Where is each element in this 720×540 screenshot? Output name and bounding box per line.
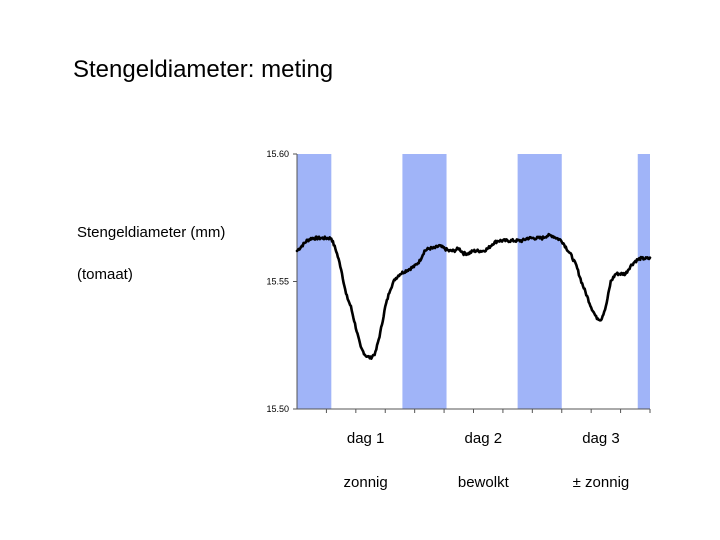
y-tick-label: 15.60 (266, 149, 289, 159)
day-label-2: dag 2 (465, 430, 503, 447)
day-label-1: dag 1 (347, 430, 385, 447)
y-axis-sublabel: (tomaat) (77, 266, 133, 283)
day-label-3: dag 3 (582, 430, 620, 447)
y-axis-label: Stengeldiameter (mm) (77, 224, 226, 241)
day-band-2 (402, 154, 447, 409)
weather-label-3: ± zonnig (573, 474, 630, 491)
day-labels: dag 1 zonnig dag 2 bewolkt dag 3 ± zonnig (344, 430, 630, 491)
y-ticks: 15.60 15.55 15.50 (266, 149, 297, 414)
series-line-1 (295, 232, 652, 360)
day-band-4 (637, 154, 650, 409)
day-band-1 (297, 154, 332, 409)
axes (296, 154, 651, 413)
y-tick-label: 15.50 (266, 404, 289, 414)
weather-label-2: bewolkt (458, 474, 510, 491)
day-bands (297, 154, 650, 409)
page-title: Stengeldiameter: meting (73, 56, 334, 83)
y-tick-label: 15.55 (266, 277, 289, 287)
series (295, 232, 652, 360)
weather-label-1: zonnig (344, 474, 388, 491)
day-band-3 (517, 154, 562, 409)
